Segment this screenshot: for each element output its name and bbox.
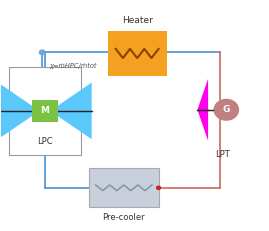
Text: Pre-cooler: Pre-cooler xyxy=(102,213,145,222)
Text: χ=ṁHPC/ṁtot: χ=ṁHPC/ṁtot xyxy=(49,63,96,69)
Polygon shape xyxy=(0,82,40,139)
Text: LPC: LPC xyxy=(37,137,53,146)
Bar xyxy=(9,67,81,155)
Circle shape xyxy=(213,99,239,121)
Polygon shape xyxy=(50,82,92,139)
Circle shape xyxy=(39,49,46,55)
Bar xyxy=(108,30,167,76)
Text: LPT: LPT xyxy=(215,150,230,159)
Text: M: M xyxy=(40,106,49,116)
Bar xyxy=(32,100,58,122)
Text: G: G xyxy=(223,105,230,114)
Circle shape xyxy=(156,185,161,190)
Text: Heater: Heater xyxy=(122,16,153,25)
Bar xyxy=(89,168,159,207)
Polygon shape xyxy=(197,79,208,141)
